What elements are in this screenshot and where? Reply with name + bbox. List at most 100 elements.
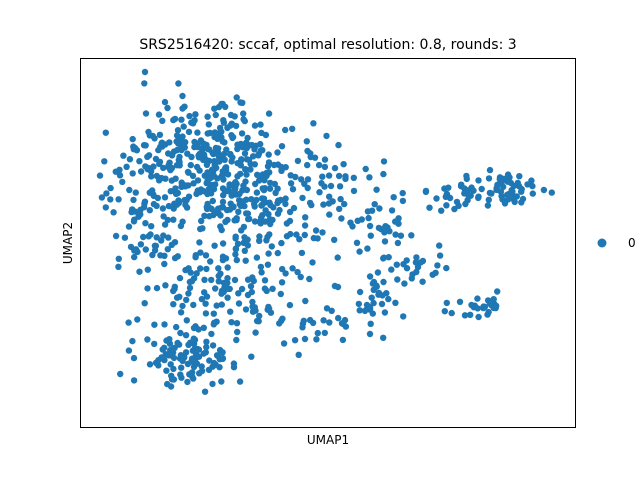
data-point <box>312 227 320 234</box>
data-point <box>234 328 241 336</box>
data-point <box>286 208 294 216</box>
legend-marker <box>597 238 607 248</box>
data-point <box>371 201 378 208</box>
data-point <box>125 347 133 354</box>
data-point <box>130 377 138 384</box>
data-point <box>244 291 252 299</box>
data-point <box>296 236 303 243</box>
data-point <box>265 159 273 166</box>
data-point <box>164 380 171 388</box>
data-point <box>301 222 309 229</box>
data-point <box>224 279 231 287</box>
data-point <box>129 206 136 213</box>
data-point <box>221 156 228 163</box>
data-point <box>401 280 408 287</box>
data-point <box>529 182 536 190</box>
data-point <box>274 199 281 207</box>
data-point <box>265 110 273 117</box>
data-point <box>151 321 158 328</box>
data-point <box>204 145 211 152</box>
data-point <box>146 207 153 214</box>
data-point <box>151 242 159 249</box>
data-point <box>201 276 208 283</box>
data-point <box>168 376 176 383</box>
data-point <box>365 214 372 222</box>
data-point <box>170 365 177 373</box>
data-point <box>356 307 363 314</box>
data-point <box>465 192 472 199</box>
data-point <box>331 282 339 290</box>
data-point <box>212 285 219 292</box>
data-point <box>191 138 198 146</box>
data-point <box>240 110 247 117</box>
data-point <box>336 183 344 190</box>
data-point <box>146 189 153 196</box>
data-point <box>256 312 263 320</box>
data-point <box>164 104 171 112</box>
data-point <box>238 285 246 293</box>
data-point <box>461 312 469 319</box>
data-point <box>468 301 475 309</box>
data-point <box>426 204 433 211</box>
data-point <box>147 231 154 238</box>
data-point <box>334 254 341 261</box>
data-point <box>306 275 313 283</box>
data-point <box>141 300 148 307</box>
data-point <box>366 222 374 230</box>
data-point <box>321 329 328 337</box>
data-point <box>304 161 311 169</box>
data-point <box>155 177 163 184</box>
data-point <box>257 263 265 271</box>
data-point <box>160 232 167 239</box>
data-point <box>166 336 173 343</box>
data-point <box>320 201 327 208</box>
data-point <box>210 310 217 317</box>
data-point <box>219 240 227 247</box>
data-point <box>488 190 495 197</box>
data-point <box>186 112 193 120</box>
data-point <box>177 309 185 316</box>
data-point <box>200 324 207 331</box>
data-point <box>232 251 239 258</box>
data-point <box>463 175 470 183</box>
data-point <box>380 278 387 286</box>
data-point <box>255 152 262 159</box>
data-point <box>190 324 198 332</box>
data-point <box>186 278 194 286</box>
data-point <box>162 282 169 289</box>
data-point <box>486 166 494 174</box>
data-point <box>125 223 133 230</box>
data-point <box>103 190 110 197</box>
data-point <box>408 232 415 239</box>
data-point <box>249 298 256 306</box>
data-point <box>304 184 311 192</box>
data-point <box>278 279 286 286</box>
data-point <box>328 307 335 314</box>
data-point <box>116 172 124 179</box>
data-point <box>432 269 439 276</box>
data-point <box>249 274 256 281</box>
data-point <box>340 161 347 168</box>
data-point <box>266 216 274 223</box>
data-point <box>219 349 226 356</box>
data-point <box>467 311 474 318</box>
data-point <box>485 175 493 182</box>
data-point <box>249 308 257 315</box>
data-point <box>258 269 265 276</box>
data-point <box>386 228 393 235</box>
data-point <box>206 357 213 364</box>
data-point <box>475 194 482 202</box>
data-point <box>375 224 383 232</box>
data-point <box>240 116 247 123</box>
data-point <box>107 184 114 192</box>
data-point <box>369 310 376 317</box>
data-point <box>126 186 133 194</box>
data-point <box>331 236 338 243</box>
data-point <box>208 166 216 173</box>
data-point <box>267 309 275 316</box>
data-point <box>326 193 333 200</box>
data-point <box>192 254 199 261</box>
data-point <box>215 278 222 285</box>
data-point <box>198 295 206 303</box>
data-point <box>325 172 333 179</box>
